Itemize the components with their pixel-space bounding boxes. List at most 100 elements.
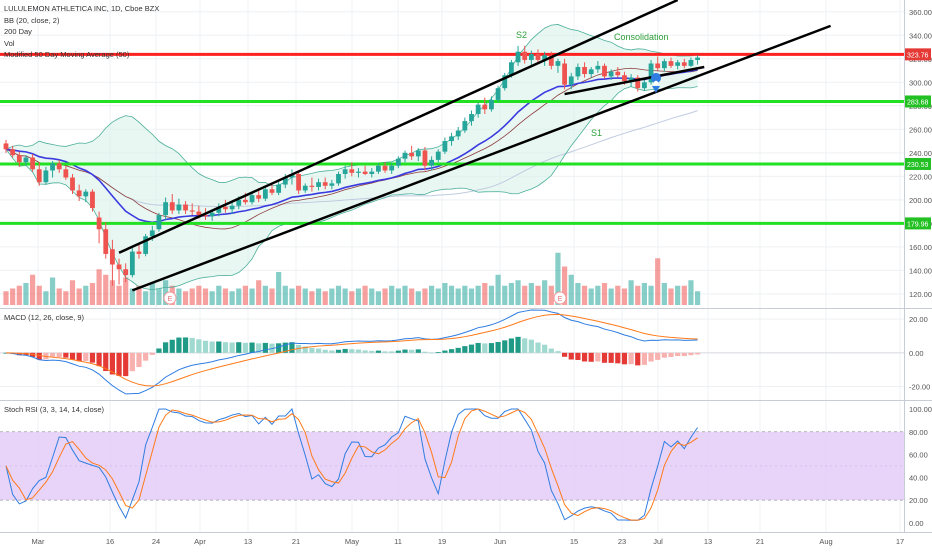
macd-hist-bar [362, 350, 368, 353]
volume-bar [442, 283, 448, 305]
volume-bar [542, 280, 548, 305]
macd-hist-bar [468, 344, 475, 353]
macd-legend[interactable]: MACD (12, 26, close, 9) [4, 312, 84, 324]
vol-legend[interactable]: Vol [4, 38, 15, 48]
candle-body [395, 158, 401, 166]
volume-bar [588, 288, 594, 305]
level-price-tag: 179.96 [905, 217, 931, 230]
candle-body [296, 173, 301, 191]
volume-bar [508, 283, 514, 305]
volume-bar [435, 288, 441, 305]
candle-body [602, 65, 607, 77]
macd-hist-bar [355, 349, 362, 353]
macd-legend-label: MACD (12, 26, close, 9) [4, 313, 85, 322]
macd-hist-bar [568, 352, 574, 360]
volume-bar [109, 280, 115, 305]
volume-bar [655, 258, 661, 305]
candle-body [661, 61, 667, 69]
volume-bar [522, 285, 528, 305]
candle-body [469, 114, 474, 122]
macd-hist-bar [608, 352, 614, 363]
level-price-tag: 283.68 [905, 95, 931, 108]
candle-body [276, 184, 282, 193]
ma200-legend[interactable]: 200 Day [4, 27, 32, 36]
macd-hist-bar [641, 352, 647, 365]
candle-body [455, 130, 461, 137]
volume-bar [202, 288, 209, 305]
macd-hist-bar [276, 343, 282, 353]
macd-hist-bar [76, 352, 82, 362]
candle-body [582, 67, 587, 75]
macd-hist-bar [129, 352, 135, 372]
macd-hist-bar [83, 352, 89, 361]
volume-bar [163, 280, 169, 305]
volume-bar [621, 288, 628, 305]
candle-body [655, 63, 661, 69]
volume-bar [495, 274, 501, 305]
time-tick: Apr [194, 537, 206, 546]
macd-hist-bar [495, 342, 501, 353]
macd-hist-bar [588, 352, 594, 362]
macd-hist-bar [462, 346, 468, 353]
macd-line [5, 309, 698, 395]
candle-body [575, 67, 581, 77]
candle-body [262, 189, 268, 199]
candle-body [415, 150, 421, 157]
macd-hist-bar [555, 351, 561, 353]
candle-body [535, 54, 541, 60]
macd-hist-bar [163, 342, 169, 353]
candle-body [668, 61, 674, 66]
main-legend: LULULEMON ATHLETICA INC, 1D, Cboe BZX BB… [4, 3, 159, 61]
earnings-marker[interactable]: E [163, 291, 177, 305]
candle-body [389, 165, 395, 171]
stoch-legend[interactable]: Stoch RSI (3, 3, 14, 14, close) [4, 404, 104, 416]
macd-hist-bar [409, 349, 415, 353]
candle-body [50, 163, 55, 171]
ma50-legend[interactable]: Modified 50 Day Moving Average (50) [4, 50, 130, 59]
volume-bar [229, 291, 235, 305]
candle-body [336, 173, 341, 184]
volume-bar [502, 285, 508, 305]
volume-bar [608, 288, 614, 305]
candle-body [515, 51, 521, 63]
macd-hist-bar [595, 352, 601, 362]
volume-bar [648, 285, 654, 305]
macd-hist-bar [675, 352, 681, 357]
volume-bar [568, 274, 574, 305]
bb-legend[interactable]: BB (20, close, 2) [4, 15, 60, 25]
volume-bar [382, 288, 388, 305]
candle-body [90, 191, 95, 209]
volume-bar [276, 272, 282, 305]
level-price-label: 283.68 [907, 99, 929, 106]
macd-hist-bar [249, 342, 255, 353]
consolidation-label: Consolidation [614, 32, 669, 42]
trend-line-upper-channel [118, 0, 679, 254]
candle-body [429, 159, 434, 166]
candle-body [695, 57, 700, 60]
candle-body [249, 195, 255, 203]
volume-bar [302, 288, 308, 305]
candle-body [442, 141, 448, 152]
price-tick: 240.00 [909, 149, 932, 158]
macd-hist-bar [621, 352, 628, 365]
stoch-tick: 40.00 [909, 473, 928, 482]
volume-bar [296, 285, 302, 305]
trend-line-middle-channel [131, 24, 832, 292]
stoch-tick: 20.00 [909, 496, 928, 505]
candle-body [223, 206, 228, 210]
macd-hist-bar [515, 336, 521, 353]
volume-bar [535, 285, 541, 305]
volume-bar [342, 288, 348, 305]
candle-body [376, 165, 381, 172]
candle-body [502, 75, 508, 89]
earnings-marker[interactable]: E [553, 291, 567, 305]
price-tick: 340.00 [909, 31, 932, 40]
earnings-label: E [558, 296, 563, 303]
volume-bar [402, 285, 408, 305]
volume-bar [222, 288, 229, 305]
volume-bar [695, 291, 701, 305]
volume-bar [595, 285, 601, 305]
volume-bar [49, 277, 56, 305]
